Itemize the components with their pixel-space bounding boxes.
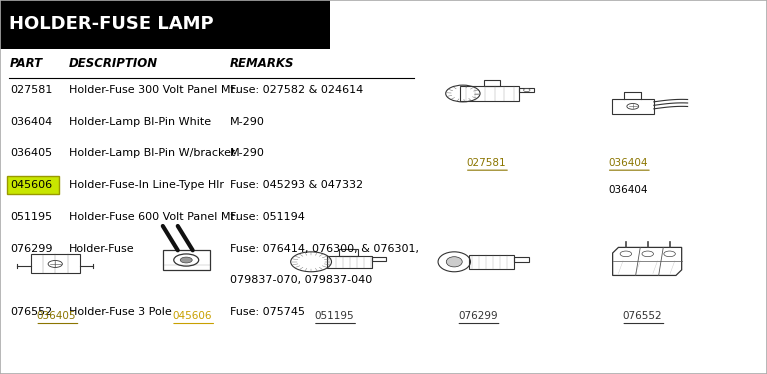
Text: M-290: M-290: [230, 148, 265, 158]
Text: 045606: 045606: [10, 180, 52, 190]
Text: 076299: 076299: [10, 244, 52, 254]
FancyBboxPatch shape: [7, 176, 59, 194]
Text: DESCRIPTION: DESCRIPTION: [69, 57, 158, 70]
Text: PART: PART: [10, 57, 43, 70]
Text: Holder-Fuse 3 Pole: Holder-Fuse 3 Pole: [69, 307, 172, 317]
Text: M-290: M-290: [230, 117, 265, 126]
Text: Holder-Lamp Bl-Pin White: Holder-Lamp Bl-Pin White: [69, 117, 211, 126]
Text: 036405: 036405: [37, 311, 76, 321]
Text: Fuse: 076414, 076300, & 076301,: Fuse: 076414, 076300, & 076301,: [230, 244, 419, 254]
Text: Fuse: 045293 & 047332: Fuse: 045293 & 047332: [230, 180, 364, 190]
Text: Fuse: 051194: Fuse: 051194: [230, 212, 305, 222]
Text: 079837-070, 079837-040: 079837-070, 079837-040: [230, 276, 372, 285]
Text: 036405: 036405: [10, 148, 52, 158]
Ellipse shape: [446, 257, 463, 267]
Text: Holder-Fuse 300 Volt Panel Mt.: Holder-Fuse 300 Volt Panel Mt.: [69, 85, 239, 95]
Text: 036404: 036404: [10, 117, 52, 126]
Text: Holder-Fuse-In Line-Type Hlr: Holder-Fuse-In Line-Type Hlr: [69, 180, 224, 190]
Text: 051195: 051195: [314, 311, 354, 321]
Text: HOLDER-FUSE LAMP: HOLDER-FUSE LAMP: [9, 15, 214, 33]
FancyBboxPatch shape: [0, 0, 330, 49]
Text: 076552: 076552: [623, 311, 663, 321]
Text: 076552: 076552: [10, 307, 52, 317]
Text: Fuse: 075745: Fuse: 075745: [230, 307, 305, 317]
Text: REMARKS: REMARKS: [230, 57, 295, 70]
Text: Holder-Fuse: Holder-Fuse: [69, 244, 135, 254]
Text: 036404: 036404: [608, 185, 647, 194]
Circle shape: [180, 257, 193, 263]
Text: Holder-Lamp Bl-Pin W/bracket: Holder-Lamp Bl-Pin W/bracket: [69, 148, 235, 158]
Text: Fuse: 027582 & 024614: Fuse: 027582 & 024614: [230, 85, 364, 95]
Text: 027581: 027581: [10, 85, 52, 95]
Text: 051195: 051195: [10, 212, 52, 222]
Text: 076299: 076299: [458, 311, 498, 321]
Text: 045606: 045606: [173, 311, 212, 321]
Text: Holder-Fuse 600 Volt Panel Mt.: Holder-Fuse 600 Volt Panel Mt.: [69, 212, 239, 222]
Text: 036404: 036404: [608, 158, 647, 168]
Text: 027581: 027581: [466, 158, 506, 168]
